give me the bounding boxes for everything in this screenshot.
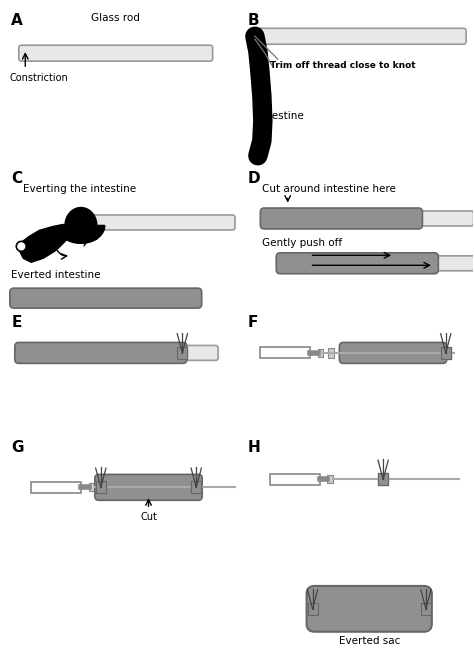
Text: Everted intestine: Everted intestine — [11, 270, 101, 280]
Text: Glass rod: Glass rod — [91, 13, 140, 23]
FancyBboxPatch shape — [260, 208, 422, 229]
Polygon shape — [441, 347, 451, 359]
Text: Gently push off: Gently push off — [262, 238, 342, 248]
Text: Intestine: Intestine — [258, 111, 304, 121]
Bar — [31, 482, 81, 493]
Polygon shape — [96, 481, 106, 493]
Text: C: C — [11, 171, 22, 186]
FancyBboxPatch shape — [10, 288, 202, 308]
Polygon shape — [177, 347, 187, 359]
FancyBboxPatch shape — [19, 45, 213, 61]
Bar — [328, 475, 333, 483]
FancyBboxPatch shape — [95, 474, 202, 500]
FancyBboxPatch shape — [15, 343, 187, 363]
Polygon shape — [57, 208, 105, 244]
Text: Constriction: Constriction — [9, 73, 68, 83]
Bar — [260, 347, 310, 359]
Bar — [318, 349, 323, 357]
Text: Everting the intestine: Everting the intestine — [23, 184, 137, 194]
Polygon shape — [308, 603, 318, 615]
FancyBboxPatch shape — [19, 345, 218, 361]
Bar — [270, 474, 319, 485]
Text: Everted sac: Everted sac — [338, 635, 400, 645]
Bar — [89, 483, 95, 491]
Text: A: A — [11, 13, 23, 29]
FancyBboxPatch shape — [307, 586, 432, 631]
FancyBboxPatch shape — [276, 253, 438, 274]
Bar — [328, 348, 335, 358]
Text: Cut: Cut — [140, 512, 157, 523]
Text: B: B — [248, 13, 260, 29]
Polygon shape — [191, 481, 201, 493]
FancyBboxPatch shape — [295, 256, 474, 271]
FancyBboxPatch shape — [253, 29, 466, 44]
FancyBboxPatch shape — [76, 215, 235, 230]
Polygon shape — [19, 224, 73, 262]
Text: E: E — [11, 315, 22, 330]
FancyBboxPatch shape — [339, 343, 447, 363]
Text: H: H — [248, 440, 261, 455]
Text: F: F — [248, 315, 258, 330]
Text: G: G — [11, 440, 24, 455]
Text: Trim off thread close to knot: Trim off thread close to knot — [270, 61, 415, 70]
Polygon shape — [378, 473, 388, 485]
Text: Cut around intestine here: Cut around intestine here — [262, 184, 396, 194]
Circle shape — [16, 242, 26, 252]
FancyBboxPatch shape — [275, 211, 474, 226]
Polygon shape — [421, 603, 431, 615]
Text: D: D — [248, 171, 261, 186]
